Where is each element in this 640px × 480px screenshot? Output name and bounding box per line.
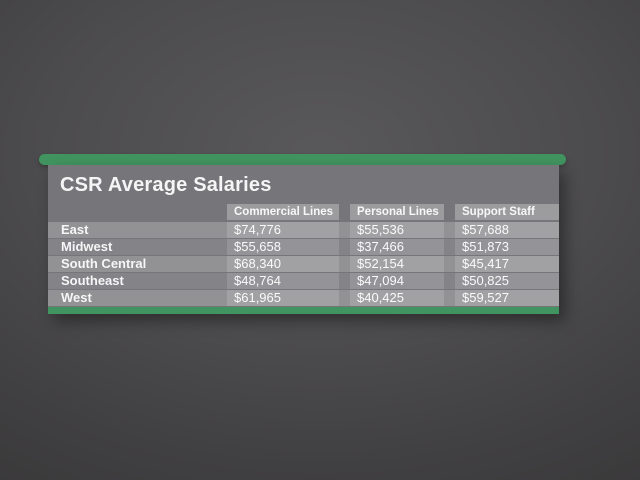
row-label: Southeast (61, 273, 124, 288)
header-personal-lines: Personal Lines (350, 204, 444, 220)
cell-value: $47,094 (350, 273, 444, 289)
cell-value: $52,154 (350, 256, 444, 272)
salary-table-panel: CSR Average Salaries Commercial Lines Pe… (48, 165, 559, 314)
cell-value: $37,466 (350, 239, 444, 255)
top-accent-bar (39, 154, 566, 165)
table-row-south-central: South Central $68,340 $52,154 $45,417 (48, 256, 559, 272)
cell-value: $74,776 (227, 222, 339, 238)
cell-value: $61,965 (227, 290, 339, 306)
table-row-west: West $61,965 $40,425 $59,527 (48, 290, 559, 306)
header-support-staff: Support Staff (455, 204, 559, 220)
table-header-row: Commercial Lines Personal Lines Support … (48, 204, 559, 220)
cell-value: $55,536 (350, 222, 444, 238)
header-region-spacer (48, 204, 227, 220)
cell-value: $55,658 (227, 239, 339, 255)
table-row-southeast: Southeast $48,764 $47,094 $50,825 (48, 273, 559, 289)
row-label: Midwest (61, 239, 113, 254)
cell-value: $50,825 (455, 273, 559, 289)
cell-value: $48,764 (227, 273, 339, 289)
row-label: West (61, 290, 92, 305)
row-label: East (61, 222, 89, 237)
bottom-accent-bar (48, 307, 559, 314)
table-row-east: East $74,776 $55,536 $57,688 (48, 222, 559, 238)
cell-value: $68,340 (227, 256, 339, 272)
salary-table: Commercial Lines Personal Lines Support … (48, 204, 559, 306)
table-title: CSR Average Salaries (60, 174, 272, 196)
cell-value: $57,688 (455, 222, 559, 238)
cell-value: $51,873 (455, 239, 559, 255)
row-label: South Central (61, 256, 147, 271)
header-commercial-lines: Commercial Lines (227, 204, 339, 220)
cell-value: $40,425 (350, 290, 444, 306)
cell-value: $45,417 (455, 256, 559, 272)
table-row-midwest: Midwest $55,658 $37,466 $51,873 (48, 239, 559, 255)
cell-value: $59,527 (455, 290, 559, 306)
